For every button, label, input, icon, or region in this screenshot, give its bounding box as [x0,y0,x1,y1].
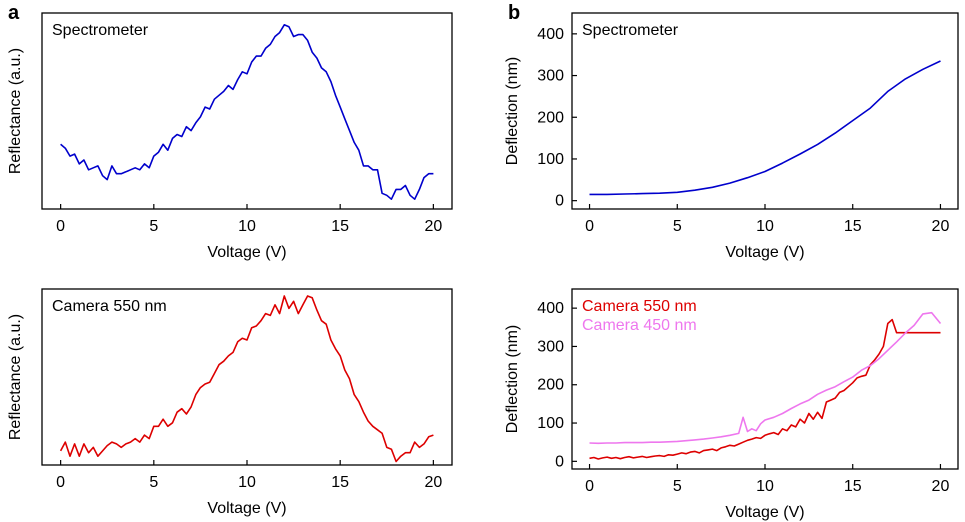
series-line-camera-450-nm [589,311,942,445]
series-label: Camera 550 nm [52,298,167,315]
y-tick-label: 0 [555,453,564,470]
x-tick-label: 10 [238,218,256,235]
y-tick-label: 100 [537,151,564,168]
x-axis-label: Voltage (V) [725,504,804,521]
series-line-spectrometer [60,23,434,200]
plot-frame [41,288,453,466]
y-tick-label: 300 [537,338,564,355]
x-tick-label: 0 [56,218,65,235]
panel-letter-a: a [8,2,20,24]
y-tick-label: 400 [537,26,564,43]
x-axis-label: Voltage (V) [207,500,286,517]
x-tick-label: 10 [756,478,774,495]
x-tick-label: 20 [424,218,442,235]
x-tick-label: 5 [149,218,158,235]
x-tick-label: 0 [585,218,594,235]
series-line-camera-550-nm [59,295,434,463]
x-tick-label: 10 [238,474,256,491]
x-tick-label: 20 [424,474,442,491]
x-tick-label: 20 [932,478,950,495]
series-line-camera-550-nm [589,318,941,460]
plot-frame [41,12,453,210]
y-tick-label: 200 [537,109,564,126]
x-tick-label: 0 [56,474,65,491]
y-tick-label: 0 [555,193,564,210]
x-tick-label: 5 [149,474,158,491]
legend-entry: Camera 450 nm [582,317,697,334]
series-label: Spectrometer [582,22,679,39]
y-axis-label: Deflection (nm) [504,57,521,165]
plot-frame [571,12,959,210]
x-tick-label: 5 [673,218,682,235]
x-tick-label: 15 [844,218,862,235]
x-tick-label: 15 [331,218,349,235]
legend-entry: Camera 550 nm [582,298,697,315]
chart-reflectance-spectrometer: 0 5 10 15 20 Voltage (V) Reflectance (a.u.) Spe… [7,12,453,261]
x-tick-label: 5 [673,478,682,495]
y-axis-label: Deflection (nm) [504,325,521,433]
y-tick-label: 200 [537,377,564,394]
x-tick-label: 15 [844,478,862,495]
y-tick-label: 100 [537,415,564,432]
x-axis-label: Voltage (V) [725,244,804,261]
series-line-spectrometer [589,60,941,196]
x-axis-label: Voltage (V) [207,244,286,261]
x-tick-label: 10 [756,218,774,235]
y-axis-label: Reflectance (a.u.) [7,48,24,174]
x-tick-label: 15 [331,474,349,491]
chart-reflectance-camera: 0 5 10 15 20 Voltage (V) Reflectance (a.u.) Cam… [7,288,453,517]
x-tick-label: 20 [932,218,950,235]
series-label: Spectrometer [52,22,149,39]
y-tick-label: 300 [537,68,564,85]
x-tick-label: 0 [585,478,594,495]
panel-letter-b: b [508,2,521,24]
y-tick-label: 400 [537,300,564,317]
y-axis-label: Reflectance (a.u.) [7,314,24,440]
